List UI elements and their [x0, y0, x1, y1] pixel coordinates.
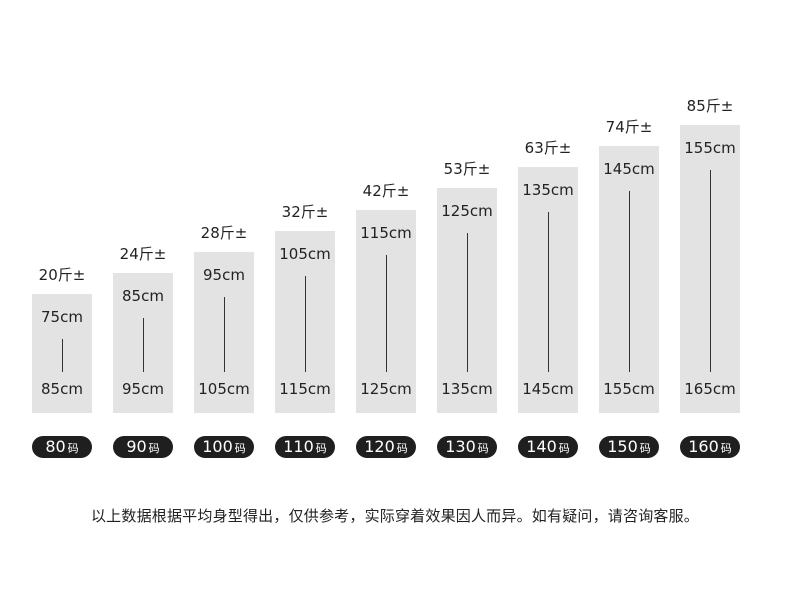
size-badge: 120 码: [356, 436, 416, 458]
size-badge: 160 码: [680, 436, 740, 458]
range-line: [62, 339, 63, 372]
height-min-label: 125cm: [360, 380, 412, 398]
weight-label: 74斤±: [605, 118, 653, 136]
weight-label: 85斤±: [686, 97, 734, 115]
weight-label: 32斤±: [281, 203, 329, 221]
size-number: 130: [445, 437, 476, 456]
height-min-label: 85cm: [41, 380, 83, 398]
size-badge: 150 码: [599, 436, 659, 458]
height-max-label: 155cm: [684, 139, 736, 157]
size-unit: 码: [720, 442, 732, 455]
size-number: 120: [364, 437, 395, 456]
size-unit: 码: [315, 442, 327, 455]
size-unit: 码: [234, 442, 246, 455]
weight-label: 28斤±: [200, 224, 248, 242]
size-unit: 码: [639, 442, 651, 455]
range-line: [305, 276, 306, 372]
size-number: 160: [688, 437, 719, 456]
size-unit: 码: [67, 442, 79, 455]
size-number: 110: [283, 437, 314, 456]
size-chart: 20斤± 75cm 85cm 80 码 24斤± 85cm 95cm 90 码 28斤± 95cm 10…: [32, 97, 740, 458]
weight-label: 53斤±: [443, 160, 491, 178]
size-badge: 110 码: [275, 436, 335, 458]
range-line: [143, 318, 144, 372]
height-max-label: 145cm: [603, 160, 655, 178]
range-line: [629, 191, 630, 372]
height-max-label: 85cm: [122, 287, 164, 305]
size-unit: 码: [396, 442, 408, 455]
height-min-label: 105cm: [198, 380, 250, 398]
size-number: 90: [126, 437, 147, 456]
weight-label: 24斤±: [119, 245, 167, 263]
height-max-label: 95cm: [203, 266, 245, 284]
height-min-label: 95cm: [122, 380, 164, 398]
size-badge: 90 码: [113, 436, 173, 458]
range-line: [548, 212, 549, 372]
weight-label: 20斤±: [38, 266, 86, 284]
range-line: [467, 233, 468, 372]
height-min-label: 115cm: [279, 380, 331, 398]
size-number: 150: [607, 437, 638, 456]
range-line: [386, 255, 387, 372]
size-badge: 80 码: [32, 436, 92, 458]
height-max-label: 105cm: [279, 245, 331, 263]
size-unit: 码: [558, 442, 570, 455]
footnote: 以上数据根据平均身型得出，仅供参考，实际穿着效果因人而异。如有疑问，请咨询客服。: [90, 507, 699, 525]
size-number: 140: [526, 437, 557, 456]
height-min-label: 135cm: [441, 380, 493, 398]
range-line: [710, 170, 711, 372]
size-badge: 100 码: [194, 436, 254, 458]
size-unit: 码: [148, 442, 160, 455]
size-badge: 140 码: [518, 436, 578, 458]
size-unit: 码: [477, 442, 489, 455]
size-number: 100: [202, 437, 233, 456]
weight-label: 63斤±: [524, 139, 572, 157]
size-number: 80: [45, 437, 66, 456]
range-line: [224, 297, 225, 372]
height-max-label: 125cm: [441, 202, 493, 220]
height-min-label: 145cm: [522, 380, 574, 398]
size-badge: 130 码: [437, 436, 497, 458]
height-max-label: 135cm: [522, 181, 574, 199]
height-max-label: 115cm: [360, 224, 412, 242]
height-max-label: 75cm: [41, 308, 83, 326]
weight-label: 42斤±: [362, 182, 410, 200]
height-min-label: 155cm: [603, 380, 655, 398]
height-min-label: 165cm: [684, 380, 736, 398]
